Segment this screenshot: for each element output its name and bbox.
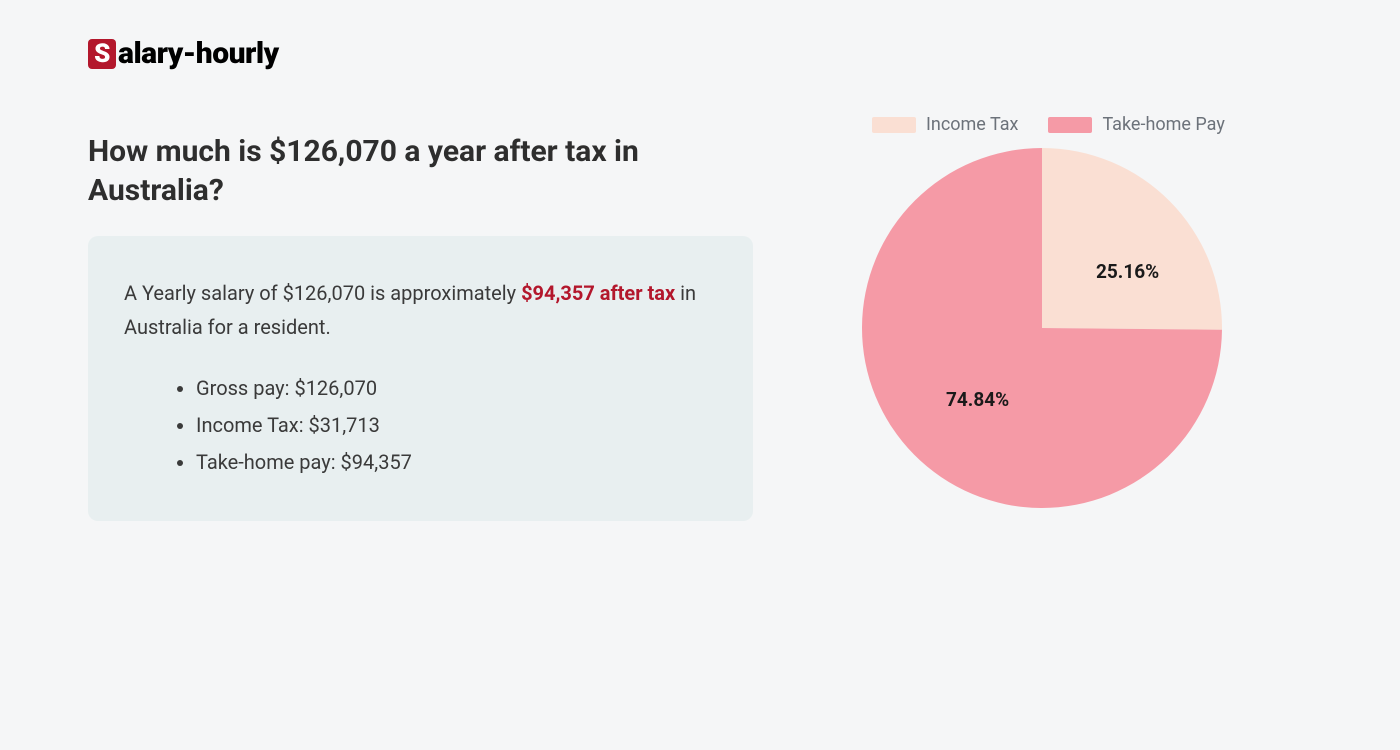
summary-lead-prefix: A Yearly salary of $126,070 is approxima…: [124, 281, 521, 305]
logo-badge: S: [88, 39, 116, 69]
legend-swatch-take-home: [1048, 117, 1092, 133]
legend-item: Income Tax: [872, 114, 1018, 135]
pie-slice-label-income-tax: 25.16%: [1096, 260, 1159, 283]
list-item: Take-home pay: $94,357: [196, 444, 717, 481]
pie-slice-label-take-home: 74.84%: [946, 388, 1009, 411]
logo-text: alary-hourly: [118, 36, 279, 71]
summary-lead: A Yearly salary of $126,070 is approxima…: [124, 276, 717, 344]
legend-label: Take-home Pay: [1102, 114, 1224, 135]
list-item: Income Tax: $31,713: [196, 407, 717, 444]
pie-chart: 25.16% 74.84%: [862, 148, 1222, 508]
legend-swatch-income-tax: [872, 117, 916, 133]
brand-logo: Salary-hourly: [88, 36, 279, 71]
summary-highlight: $94,357 after tax: [521, 281, 675, 305]
pie-svg: [862, 148, 1222, 508]
chart-legend: Income Tax Take-home Pay: [872, 114, 1225, 135]
page-title: How much is $126,070 a year after tax in…: [88, 132, 728, 210]
summary-list: Gross pay: $126,070 Income Tax: $31,713 …: [124, 370, 717, 481]
legend-label: Income Tax: [926, 114, 1018, 135]
summary-panel: A Yearly salary of $126,070 is approxima…: [88, 236, 753, 521]
legend-item: Take-home Pay: [1048, 114, 1224, 135]
list-item: Gross pay: $126,070: [196, 370, 717, 407]
